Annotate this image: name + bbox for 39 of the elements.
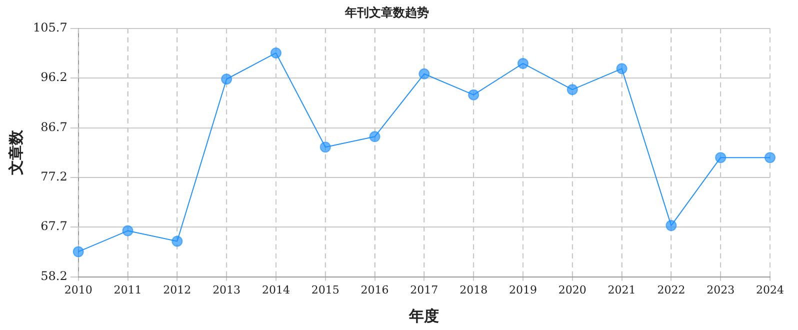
x-tick-label: 2022	[657, 283, 686, 296]
point	[566, 84, 578, 96]
point	[418, 68, 430, 80]
x-tick-label: 2013	[212, 283, 241, 296]
x-tick-label: 2020	[558, 283, 586, 296]
x-tick-label: 2021	[608, 283, 636, 296]
y-tick-label: 67.7	[40, 219, 68, 234]
point	[666, 220, 677, 232]
y-tick-label: 96.2	[40, 70, 68, 84]
x-axis-title: 年度	[408, 306, 440, 325]
point	[369, 131, 380, 142]
x-tick-label: 2018	[460, 283, 488, 296]
point	[320, 142, 331, 153]
point	[616, 63, 628, 74]
y-tick-label: 58.2	[40, 268, 68, 283]
y-tick-label: 105.7	[32, 20, 68, 35]
chart-title: 年刊文章数趋势	[344, 5, 429, 20]
x-tick-label: 2012	[163, 283, 192, 296]
point	[517, 58, 528, 69]
point	[715, 152, 726, 164]
point	[122, 225, 134, 236]
x-tick-label: 2024	[756, 283, 784, 296]
point	[172, 236, 183, 247]
point	[468, 89, 480, 100]
x-tick-label: 2014	[262, 283, 290, 296]
x-tick-label: 2023	[706, 283, 735, 296]
point	[221, 74, 232, 85]
x-tick-label: 2017	[410, 283, 438, 296]
x-tick-label: 2011	[114, 283, 142, 296]
x-tick-label: 2016	[360, 283, 389, 296]
x-tick-label: 2019	[508, 283, 537, 296]
point	[72, 246, 84, 258]
x-tick-label: 2015	[311, 283, 340, 296]
y-axis-title: 文章数	[6, 129, 25, 176]
x-tick-label: 2010	[64, 283, 92, 296]
y-tick-label: 86.7	[40, 120, 68, 134]
y-tick-label: 77.2	[40, 170, 68, 184]
point	[764, 152, 776, 164]
point	[270, 47, 282, 58]
